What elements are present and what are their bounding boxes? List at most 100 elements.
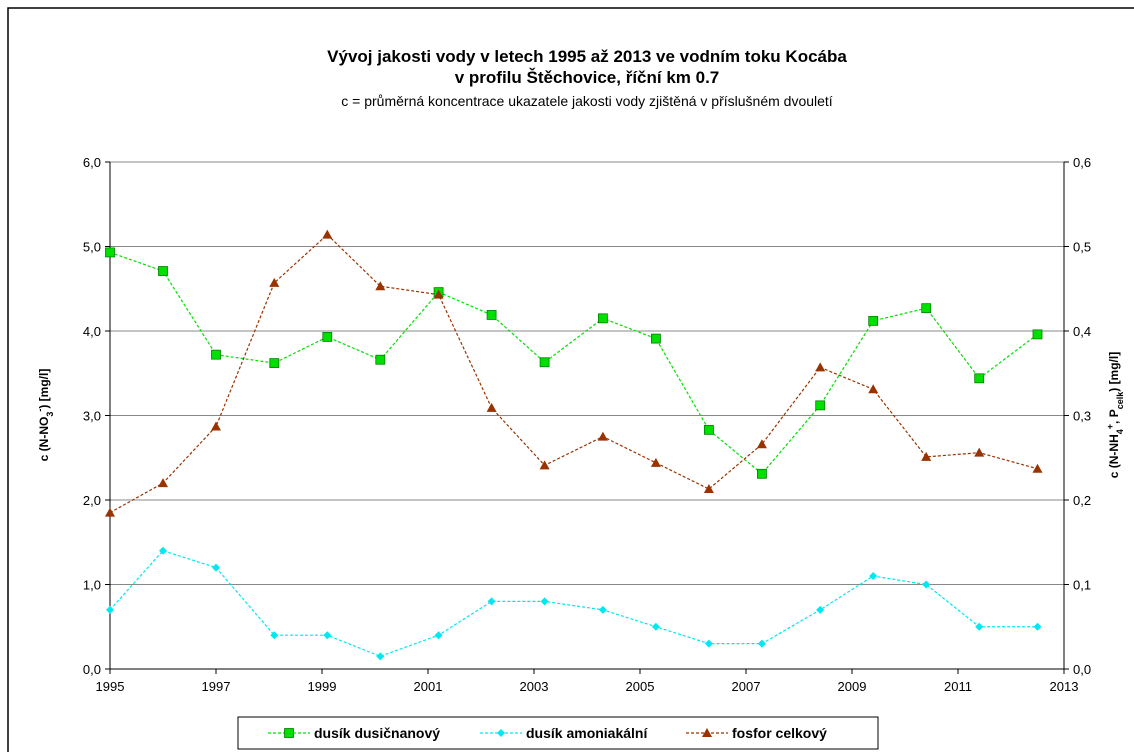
x-tick-label: 1999	[308, 679, 337, 694]
legend-box	[237, 716, 879, 750]
marker	[703, 484, 714, 494]
marker	[375, 354, 386, 365]
legend-marker	[497, 729, 505, 737]
legend-marker	[702, 728, 712, 737]
marker	[815, 400, 826, 411]
marker	[376, 652, 385, 661]
marker	[1033, 622, 1042, 631]
marker	[1032, 463, 1043, 473]
marker	[650, 457, 661, 467]
y-tick-label: 0,0	[83, 662, 101, 677]
y2-tick-label: 0,2	[1073, 493, 1091, 508]
marker	[159, 546, 167, 555]
label-part: , P	[1107, 409, 1121, 424]
marker	[757, 639, 766, 648]
x-tick-label: 2005	[626, 679, 655, 694]
marker	[816, 605, 825, 614]
marker	[105, 247, 115, 258]
x-tick-label: 1995	[96, 679, 125, 694]
marker	[322, 332, 333, 342]
marker	[158, 266, 168, 276]
marker	[651, 622, 660, 631]
marker	[869, 572, 878, 581]
y-tick-label: 6,0	[83, 155, 101, 170]
label-part: 4	[1115, 429, 1125, 434]
marker	[486, 310, 497, 320]
marker	[598, 313, 608, 324]
y-tick-label: 1,0	[83, 578, 101, 593]
marker	[921, 303, 932, 314]
marker	[597, 431, 608, 441]
x-tick-label: 2003	[520, 679, 549, 694]
marker	[212, 563, 220, 572]
legend-marker	[284, 728, 294, 738]
y2-tick-label: 0,6	[1073, 155, 1091, 170]
marker	[105, 507, 115, 517]
marker	[598, 605, 607, 614]
marker	[433, 289, 444, 299]
marker	[539, 460, 550, 470]
marker	[1032, 329, 1043, 340]
series-line	[109, 233, 1038, 514]
marker	[868, 315, 879, 326]
marker	[921, 451, 932, 461]
y-tick-label: 5,0	[83, 240, 101, 255]
y2-tick-label: 0,1	[1073, 578, 1091, 593]
y2-tick-label: 0,4	[1073, 324, 1091, 339]
label-part: 3	[45, 412, 55, 417]
y-axis-title: c (N-NO3-) [mg/l]	[35, 369, 55, 462]
x-tick-label: 2009	[838, 679, 867, 694]
label-part: c (N-NO	[37, 417, 51, 462]
y-tick-label: 3,0	[83, 409, 101, 424]
y2-axis-title: c (N-NH4+, Pcelk) [mg/l]	[1105, 352, 1125, 478]
marker	[757, 468, 767, 479]
series-line	[109, 550, 1038, 657]
marker	[922, 580, 931, 589]
marker	[487, 597, 496, 606]
x-tick-label: 1997	[202, 679, 231, 694]
x-tick-label: 2011	[944, 679, 972, 694]
marker	[375, 281, 386, 291]
marker	[270, 631, 279, 640]
marker	[815, 362, 826, 372]
marker	[868, 384, 879, 394]
legend-label: dusík dusičnanový	[314, 725, 440, 741]
marker	[269, 358, 280, 369]
y-tick-label: 4,0	[83, 324, 101, 339]
marker	[756, 439, 767, 449]
label-part: +	[1105, 424, 1115, 429]
label-part: ) [mg/l]	[37, 369, 51, 409]
y2-tick-label: 0,3	[1073, 409, 1091, 424]
marker	[486, 402, 497, 412]
marker	[158, 478, 168, 488]
legend-label: dusík amoniakální	[526, 725, 648, 741]
label-part: ) [mg/l]	[1107, 352, 1121, 392]
x-tick-label: 2013	[1050, 679, 1079, 694]
marker	[704, 639, 713, 648]
marker	[211, 421, 221, 431]
marker	[322, 229, 333, 239]
y2-tick-label: 0,5	[1073, 240, 1091, 255]
chart-title: Vývoj jakosti vody v letech 1995 až 2013…	[327, 47, 847, 66]
y-tick-label: 2,0	[83, 493, 101, 508]
marker	[434, 631, 443, 640]
y2-tick-label: 0,0	[1073, 662, 1091, 677]
label-part: -	[35, 409, 45, 412]
marker	[704, 424, 714, 435]
label-part: celk	[1115, 391, 1125, 410]
marker	[540, 597, 549, 606]
series-line	[109, 251, 1038, 475]
marker	[269, 277, 280, 287]
marker	[974, 373, 985, 384]
marker	[106, 605, 114, 614]
label-part: c (N-NH	[1107, 434, 1121, 478]
chart-subtitle: c = průměrná koncentrace ukazatele jakos…	[341, 93, 833, 109]
x-tick-label: 2007	[732, 679, 761, 694]
chart-title: v profilu Štěchovice, říční km 0.7	[455, 68, 720, 87]
marker	[211, 349, 221, 360]
x-tick-label: 2001	[414, 679, 443, 694]
marker	[539, 357, 550, 368]
marker	[323, 631, 332, 640]
marker	[974, 447, 985, 457]
